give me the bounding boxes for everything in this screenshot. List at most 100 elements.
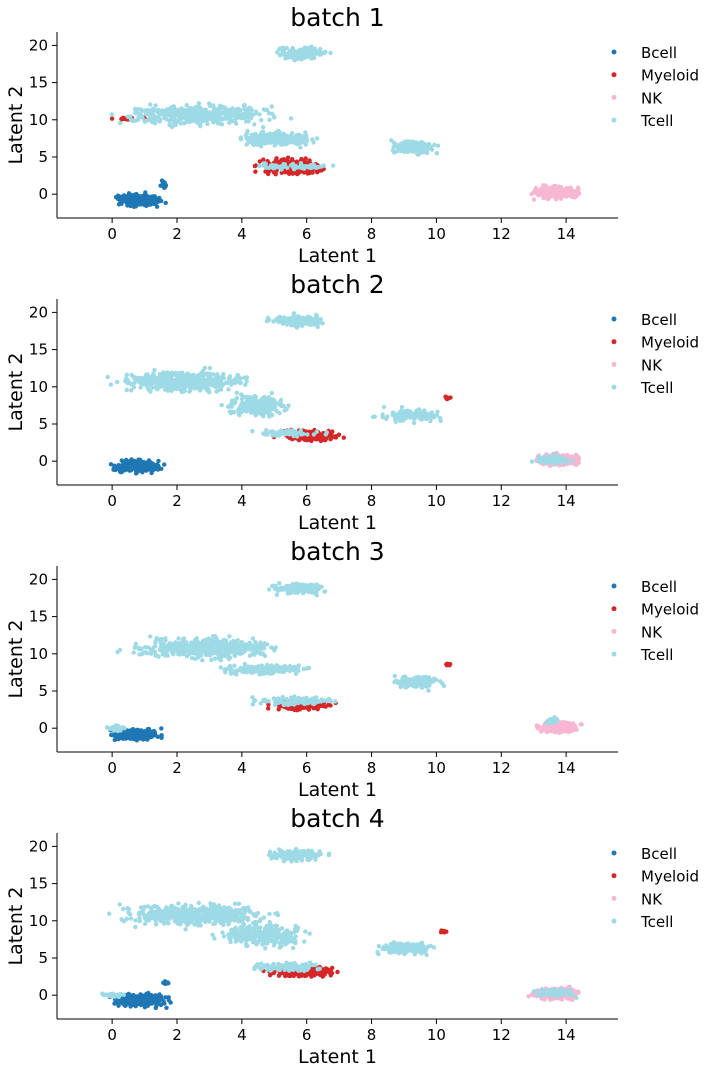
- data-point-myeloid: [342, 436, 346, 440]
- data-point-tcell: [301, 164, 305, 168]
- data-point-tcell: [198, 124, 202, 128]
- data-point-myeloid: [253, 170, 257, 174]
- x-tick-label: 2: [172, 492, 182, 510]
- data-point-bcell: [113, 733, 117, 737]
- data-point-myeloid: [277, 707, 281, 711]
- data-point-tcell: [125, 378, 129, 382]
- data-point-myeloid: [330, 429, 334, 433]
- data-point-tcell: [268, 397, 272, 401]
- data-point-tcell: [270, 407, 274, 411]
- data-point-tcell: [151, 107, 155, 111]
- data-point-tcell: [234, 121, 238, 125]
- y-tick-label: 0: [38, 185, 48, 203]
- x-tick-label: 10: [427, 225, 446, 243]
- data-point-tcell: [139, 107, 143, 111]
- data-point-tcell: [306, 319, 310, 323]
- data-point-tcell: [304, 137, 308, 141]
- data-point-bcell: [138, 734, 142, 738]
- data-point-tcell: [285, 137, 289, 141]
- data-point-nk: [546, 194, 550, 198]
- data-point-tcell: [299, 431, 303, 435]
- data-point-tcell: [164, 382, 168, 386]
- data-point-tcell: [222, 110, 226, 114]
- data-point-tcell: [403, 415, 407, 419]
- data-point-tcell: [286, 430, 290, 434]
- data-point-tcell: [170, 371, 174, 375]
- data-point-tcell: [214, 109, 218, 113]
- data-point-tcell: [205, 122, 209, 126]
- data-point-tcell: [416, 408, 420, 412]
- data-point-myeloid: [307, 707, 311, 711]
- data-point-tcell: [298, 316, 302, 320]
- data-point-tcell: [290, 131, 294, 135]
- data-point-tcell: [190, 385, 194, 389]
- data-point-bcell: [156, 467, 160, 471]
- data-point-bcell: [134, 468, 138, 472]
- legend-label-myeloid: Myeloid: [641, 67, 699, 85]
- y-axis-label: Latent 2: [5, 86, 27, 165]
- data-point-myeloid: [306, 437, 310, 441]
- data-point-tcell: [314, 313, 318, 317]
- data-point-tcell: [306, 53, 310, 57]
- data-point-tcell: [277, 320, 281, 324]
- data-point-tcell: [245, 136, 249, 140]
- data-point-tcell: [284, 55, 288, 59]
- data-point-tcell: [138, 385, 142, 389]
- data-point-tcell: [257, 112, 261, 116]
- data-point-nk: [572, 189, 576, 193]
- data-point-bcell: [127, 197, 131, 201]
- data-point-tcell: [132, 385, 136, 389]
- data-point-tcell: [185, 103, 189, 107]
- data-point-tcell: [312, 432, 316, 436]
- x-tick-label: 0: [107, 492, 117, 510]
- data-point-tcell: [233, 397, 237, 401]
- data-point-tcell: [199, 383, 203, 387]
- data-point-tcell: [319, 51, 323, 55]
- data-point-tcell: [272, 115, 276, 119]
- data-point-tcell: [400, 405, 404, 409]
- data-point-tcell: [219, 387, 223, 391]
- data-point-tcell: [264, 432, 268, 436]
- data-point-tcell: [319, 164, 323, 168]
- data-point-tcell: [425, 411, 429, 415]
- data-point-bcell: [131, 199, 135, 203]
- data-point-tcell: [236, 373, 240, 377]
- data-point-tcell: [209, 112, 213, 116]
- data-point-tcell: [126, 115, 130, 119]
- x-axis-label: Latent 1: [298, 245, 377, 267]
- x-axis-label: Latent 1: [298, 512, 377, 534]
- data-point-tcell: [221, 372, 225, 376]
- data-point-bcell: [113, 738, 117, 742]
- data-point-tcell: [255, 136, 259, 140]
- data-point-bcell: [159, 733, 163, 737]
- data-point-tcell: [291, 162, 295, 166]
- legend-marker-bcell: [612, 50, 617, 55]
- y-tick-label: 15: [29, 341, 48, 359]
- data-point-tcell: [275, 50, 279, 54]
- data-point-tcell: [132, 381, 136, 385]
- data-point-bcell: [128, 466, 132, 470]
- data-point-tcell: [416, 152, 420, 156]
- data-point-tcell: [227, 121, 231, 125]
- data-point-tcell: [295, 325, 299, 329]
- data-point-tcell: [429, 145, 433, 149]
- data-point-tcell: [306, 164, 310, 168]
- data-point-tcell: [262, 161, 266, 165]
- scatter-points: [110, 45, 582, 210]
- data-point-tcell: [248, 404, 252, 408]
- data-point-tcell: [197, 104, 201, 108]
- data-point-tcell: [192, 119, 196, 123]
- data-point-bcell: [118, 199, 122, 203]
- data-point-tcell: [205, 118, 209, 122]
- data-point-tcell: [410, 413, 414, 417]
- data-point-bcell: [136, 464, 140, 468]
- data-point-myeloid: [261, 157, 265, 161]
- x-tick-label: 14: [557, 225, 576, 243]
- data-point-myeloid: [318, 434, 322, 438]
- data-point-tcell: [220, 382, 224, 386]
- data-point-tcell: [385, 414, 389, 418]
- data-point-myeloid: [445, 396, 449, 400]
- x-tick-label: 4: [237, 492, 247, 510]
- data-point-bcell: [121, 467, 125, 471]
